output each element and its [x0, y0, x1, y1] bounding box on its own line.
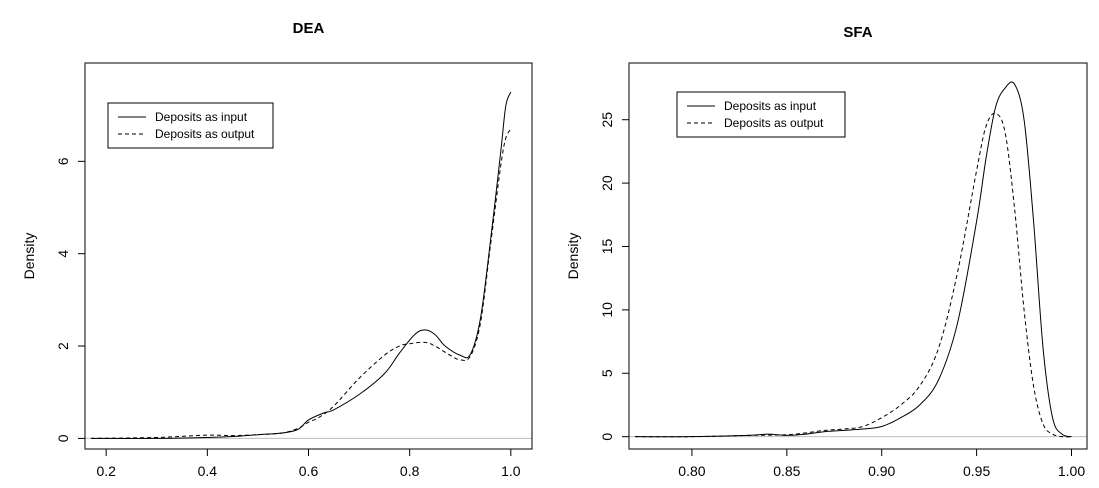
- x-tick-label: 0.2: [96, 463, 116, 479]
- series-line-output: [634, 112, 1072, 438]
- y-axis-label: Density: [21, 233, 37, 280]
- y-tick-label: 10: [599, 302, 615, 318]
- chart-title: DEA: [293, 20, 325, 37]
- x-tick-label: 0.4: [198, 463, 218, 479]
- x-tick-label: 0.85: [773, 463, 800, 479]
- x-tick-label: 0.90: [868, 463, 895, 479]
- y-tick-label: 15: [599, 238, 615, 254]
- series-line-output: [90, 128, 512, 439]
- y-tick-label: 25: [599, 112, 615, 128]
- x-tick-label: 1.00: [1058, 463, 1085, 479]
- chart-1: SFA Density 0.80 0.85 0.90 0.95 1.00 0 5 10 15 20 25…: [565, 24, 1088, 479]
- legend-entry: Deposits as input: [155, 110, 248, 124]
- legend: Deposits as input Deposits as output: [676, 91, 846, 138]
- x-tick-label: 0.6: [299, 463, 319, 479]
- y-tick-label: 2: [55, 342, 71, 350]
- legend-entry: Deposits as input: [724, 99, 817, 113]
- x-tick-label: 0.80: [678, 463, 705, 479]
- legend-box: [676, 91, 846, 138]
- y-tick-label: 6: [55, 157, 71, 165]
- y-tick-label: 0: [55, 434, 71, 442]
- x-tick-label: 1.0: [501, 463, 521, 479]
- y-axis-label: Density: [565, 233, 581, 280]
- series-line-input: [634, 81, 1072, 438]
- y-tick-label: 0: [599, 433, 615, 441]
- x-tick-label: 0.8: [400, 463, 420, 479]
- legend-entry: Deposits as output: [724, 116, 824, 130]
- legend-entry: Deposits as output: [155, 127, 255, 141]
- y-tick-label: 20: [599, 175, 615, 191]
- plot-frame: [628, 62, 1088, 450]
- legend: Deposits as input Deposits as output: [107, 102, 274, 149]
- chart-title: SFA: [843, 24, 872, 41]
- chart-0: DEA Density 0.2 0.4 0.6 0.8 1.0 0 2 4 6 Deposits as…: [21, 20, 533, 479]
- y-tick-label: 4: [55, 250, 71, 258]
- x-tick-label: 0.95: [963, 463, 990, 479]
- legend-box: [107, 102, 274, 149]
- y-tick-label: 5: [599, 369, 615, 377]
